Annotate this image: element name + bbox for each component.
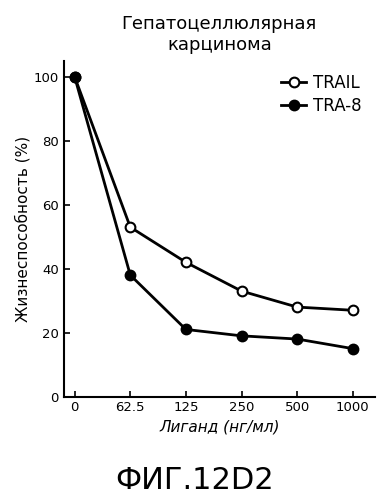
- Line: TRA-8: TRA-8: [70, 72, 358, 354]
- Title: Гепатоцеллюлярная
карцинома: Гепатоцеллюлярная карцинома: [122, 15, 317, 54]
- TRAIL: [184, 260, 188, 266]
- TRA-8: [350, 346, 355, 352]
- Y-axis label: Жизнеспособность (%): Жизнеспособность (%): [15, 136, 31, 322]
- TRAIL: [295, 304, 300, 310]
- TRA-8: [184, 326, 188, 332]
- TRA-8: [295, 336, 300, 342]
- TRAIL: [350, 308, 355, 314]
- TRAIL: [239, 288, 244, 294]
- Text: ФИГ.12D2: ФИГ.12D2: [116, 466, 274, 495]
- TRA-8: [128, 272, 133, 278]
- TRAIL: [128, 224, 133, 230]
- TRA-8: [72, 74, 77, 80]
- Legend: TRAIL, TRA-8: TRAIL, TRA-8: [277, 69, 367, 120]
- Line: TRAIL: TRAIL: [70, 72, 358, 315]
- TRA-8: [239, 333, 244, 339]
- X-axis label: Лиганд (нг/мл): Лиганд (нг/мл): [159, 420, 280, 435]
- TRAIL: [72, 74, 77, 80]
